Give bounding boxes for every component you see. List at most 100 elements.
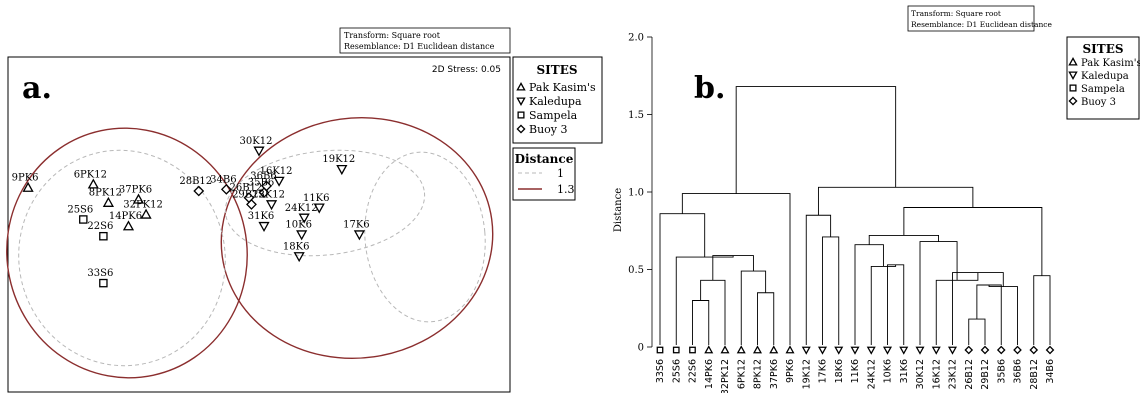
leaf-marker-24k12 (866, 346, 876, 355)
distance-contours (6, 116, 494, 379)
leaf-marker-8pk12 (752, 345, 763, 354)
dendrogram-branch-6 (659, 213, 706, 345)
leaf-marker-10k6 (882, 346, 893, 355)
panel-b-note-box (907, 5, 1035, 32)
dendrogram-branch-16 (935, 272, 979, 345)
sites-legend-a-marker-1 (516, 97, 526, 106)
point-label-22s6: 22S6 (87, 221, 113, 232)
leaf-marker-26b12 (964, 345, 974, 355)
dendrogram-branch-17 (919, 241, 958, 345)
leaf-label-31k6: 31K6 (899, 359, 910, 383)
distance-legend-label-1: 1.3 (557, 183, 575, 196)
ordination-point-8pk12 (102, 196, 115, 207)
leaf-marker-6pk12 (736, 345, 746, 354)
point-label-11k6: 11K6 (303, 193, 330, 204)
sites-legend-b-marker-0 (1068, 57, 1078, 66)
point-label-28b12: 28B12 (179, 176, 212, 187)
sites-legend-b-label-0: Pak Kasim's (1081, 58, 1140, 69)
leaf-label-17k6: 17K6 (818, 359, 829, 383)
panel-b-transform-note: Transform: Square root (911, 9, 1001, 18)
leaf-marker-25s6 (672, 346, 680, 354)
leaf-marker-23k12 (947, 346, 958, 355)
leaf-label-24k12: 24K12 (866, 359, 877, 389)
leaf-marker-28b12 (1029, 345, 1039, 355)
leaf-marker-22s6 (689, 346, 696, 354)
ordination-point-25s6 (79, 215, 88, 224)
ordination-point-17k6 (353, 230, 366, 241)
point-label-33s6: 33S6 (87, 268, 113, 279)
point-label-31k6: 31K6 (248, 211, 275, 222)
dendrogram-branch-10 (870, 264, 897, 345)
ordination-point-28b12 (193, 185, 205, 197)
sites-legend-a-label-2: Sampela (529, 109, 578, 122)
ordination-point-31k6 (258, 221, 270, 233)
leaf-label-29b12: 29B12 (980, 359, 991, 390)
leaf-label-16k12: 16K12 (931, 359, 942, 389)
leaf-label-10k6: 10K6 (883, 359, 894, 383)
distance-legend (512, 147, 576, 201)
leaf-label-22s6: 22S6 (688, 359, 699, 383)
dendrogram-branch-3 (740, 270, 767, 345)
panel-a-resemblance-note: Resemblance: D1 Euclidean distance (344, 42, 495, 51)
distance-legend-title: Distance (515, 152, 574, 166)
leaf-marker-29b12 (980, 345, 990, 355)
leaf-label-26b12: 26B12 (964, 359, 975, 390)
leaf-marker-32pk12 (720, 345, 730, 354)
ordination-point-33s6 (99, 278, 108, 288)
point-label-23k12: 23K12 (252, 189, 285, 200)
ordination-point-6pk12 (87, 178, 99, 189)
sites-legend-b-label-1: Kaledupa (1081, 71, 1129, 82)
sites-legend-a-title: SITES (536, 63, 577, 77)
dendrogram-branch-12 (968, 318, 986, 345)
point-label-26b12: 26B12 (230, 183, 263, 194)
leaf-marker-16k12 (931, 346, 941, 355)
sites-legend-a-marker-2 (517, 111, 525, 119)
dendrogram-branch-18 (868, 234, 939, 245)
dendrogram-branches (659, 86, 1051, 345)
leaf-marker-14pk6 (704, 345, 714, 354)
y-axis-ticks: 0 0.5 1.0 1.5 2.0 (628, 33, 652, 354)
sites-legend-b-marker-1 (1068, 71, 1078, 80)
leaf-label-23k12: 23K12 (948, 359, 959, 389)
point-label-29b12: 29B12 (232, 189, 265, 200)
leaf-label-18k6: 18K6 (834, 359, 845, 383)
y-tick-label-1: 0.5 (628, 265, 644, 276)
leaf-marker-18k6 (834, 346, 844, 355)
leaf-label-35b6: 35B6 (996, 359, 1007, 384)
ordination-point-14pk6 (122, 220, 135, 231)
leaf-label-36b6: 36B6 (1013, 359, 1024, 384)
dendrogram-branch-4 (712, 255, 754, 281)
leaf-marker-19k12 (801, 346, 811, 355)
ordination-point-9pk6 (22, 181, 34, 192)
sites-legend-a-label-1: Kaledupa (529, 95, 582, 108)
stress-label: 2D Stress: 0.05 (432, 65, 501, 75)
panel-a-note-box (339, 27, 511, 54)
dendrogram-branch-21 (817, 186, 974, 216)
point-label-10k6: 10K6 (285, 220, 312, 231)
sites-legend-b-label-3: Buoy 3 (1081, 97, 1116, 108)
dendrogram-branch-7 (822, 236, 840, 345)
y-tick-label-3: 1.5 (628, 110, 644, 121)
y-tick-label-0: 0 (638, 343, 644, 354)
point-label-36b6: 36B6 (250, 171, 276, 182)
point-label-30k12: 30K12 (240, 136, 273, 147)
leaf-label-32pk12: 32PK12 (720, 359, 731, 393)
dendrogram-branch-23 (735, 86, 897, 194)
point-label-32pk12: 32PK12 (123, 199, 163, 210)
sites-legend-a-label-0: Pak Kasim's (529, 81, 596, 94)
distance-legend-items: 11.3 (518, 167, 575, 196)
panel-a-label: a. (22, 71, 52, 106)
contour-solid-left (6, 127, 248, 379)
leaf-label-37pk6: 37PK6 (769, 359, 780, 389)
point-label-34b6: 34B6 (210, 174, 236, 185)
ordination-point-18k6 (293, 252, 305, 263)
leaf-marker-36b6 (1013, 345, 1022, 355)
leaf-marker-34b6 (1045, 345, 1055, 355)
ordination-point-11k6 (313, 203, 325, 214)
dendrogram-branch-2 (700, 279, 726, 345)
dendrogram-branch-13 (976, 284, 1002, 345)
leaf-label-8pk12: 8PK12 (753, 359, 764, 389)
